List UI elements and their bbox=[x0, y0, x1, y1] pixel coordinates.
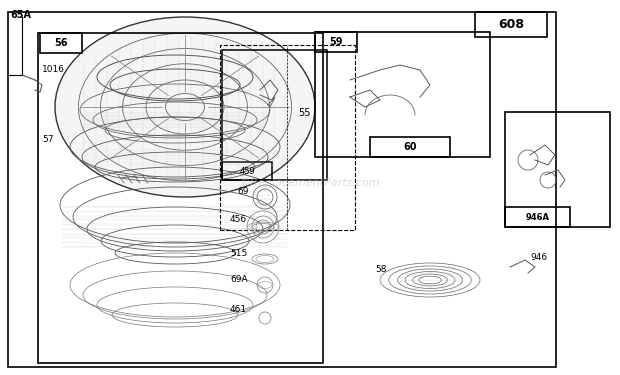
Text: 459: 459 bbox=[239, 166, 255, 176]
Bar bbox=[370, 137, 450, 157]
Bar bbox=[475, 12, 547, 37]
Text: 608: 608 bbox=[498, 18, 524, 32]
Bar bbox=[315, 32, 357, 52]
Bar bbox=[220, 45, 355, 230]
Text: 1016: 1016 bbox=[42, 64, 65, 74]
Bar bbox=[222, 50, 327, 180]
Text: 461: 461 bbox=[230, 306, 247, 315]
Bar bbox=[505, 112, 610, 227]
Text: 946: 946 bbox=[530, 252, 547, 261]
Bar bbox=[38, 33, 323, 363]
Text: 69: 69 bbox=[237, 188, 249, 196]
Bar bbox=[8, 12, 556, 367]
Text: 58: 58 bbox=[375, 266, 386, 274]
Ellipse shape bbox=[55, 17, 315, 197]
Text: 57: 57 bbox=[42, 135, 53, 144]
Text: 56: 56 bbox=[55, 38, 68, 48]
Text: 69A: 69A bbox=[230, 274, 247, 284]
Bar bbox=[315, 32, 490, 157]
Text: 946A: 946A bbox=[526, 213, 550, 222]
Bar bbox=[505, 207, 570, 227]
Text: 515: 515 bbox=[230, 249, 247, 258]
Text: 456: 456 bbox=[230, 216, 247, 225]
Text: 65A: 65A bbox=[10, 10, 31, 20]
Text: ©ReplacementParts.com: ©ReplacementParts.com bbox=[240, 178, 380, 188]
Bar bbox=[222, 162, 272, 180]
Bar bbox=[40, 33, 82, 53]
Text: 60: 60 bbox=[403, 142, 417, 152]
Text: 59: 59 bbox=[329, 37, 343, 47]
Text: 55: 55 bbox=[298, 108, 311, 118]
